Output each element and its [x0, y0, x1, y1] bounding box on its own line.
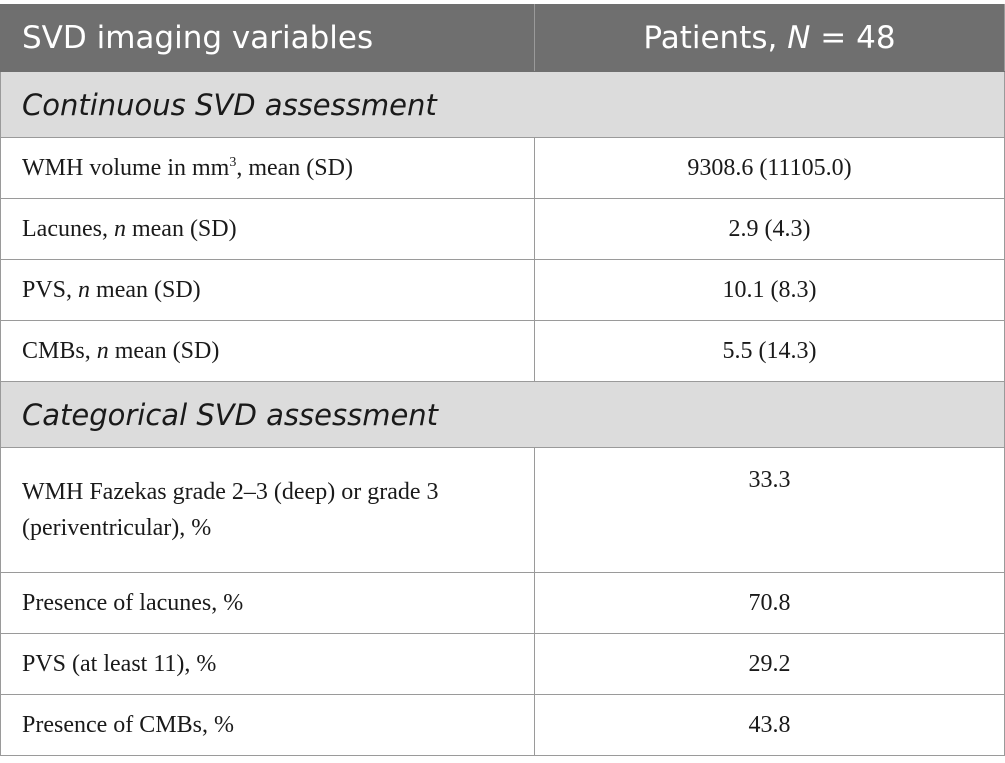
row-label: Presence of lacunes, % — [0, 572, 535, 634]
row-label: PVS, n mean (SD) — [0, 259, 535, 321]
row-value: 70.8 — [534, 572, 1005, 634]
table-row: WMH Fazekas grade 2–3 (deep) or grade 3 … — [0, 447, 1005, 573]
row-label: Presence of CMBs, % — [0, 694, 535, 756]
header-patients: Patients, N = 48 — [534, 4, 1005, 72]
label-part: WMH volume in mm — [22, 155, 230, 181]
table-row: Presence of CMBs, % 43.8 — [0, 694, 1005, 756]
header-variables: SVD imaging variables — [0, 4, 535, 72]
table-row: PVS (at least 11), % 29.2 — [0, 633, 1005, 695]
label-superscript: 3 — [229, 155, 237, 170]
section-title: Continuous SVD assessment — [0, 71, 1005, 138]
table-row: CMBs, n mean (SD) 5.5 (14.3) — [0, 320, 1005, 382]
label-part: , mean (SD) — [236, 155, 353, 181]
row-value: 33.3 — [534, 447, 1005, 573]
row-label: Lacunes, n mean (SD) — [0, 198, 535, 260]
label-italic: n — [96, 338, 109, 364]
row-value: 43.8 — [534, 694, 1005, 756]
svd-imaging-table: SVD imaging variables Patients, N = 48 C… — [0, 4, 1005, 756]
label-part: PVS, — [22, 277, 79, 303]
row-value: 5.5 (14.3) — [534, 320, 1005, 382]
label-part: mean (SD) — [90, 277, 201, 303]
header-patients-prefix: Patients, — [643, 20, 788, 56]
header-patients-n: N — [787, 20, 811, 56]
label-italic: n — [113, 216, 126, 242]
row-label: CMBs, n mean (SD) — [0, 320, 535, 382]
table-row: Lacunes, n mean (SD) 2.9 (4.3) — [0, 198, 1005, 260]
row-value: 10.1 (8.3) — [534, 259, 1005, 321]
table-header-row: SVD imaging variables Patients, N = 48 — [0, 4, 1005, 72]
section-categorical: Categorical SVD assessment — [0, 381, 1005, 448]
row-value: 9308.6 (11105.0) — [534, 137, 1005, 199]
header-patients-suffix: = 48 — [810, 20, 896, 56]
label-part: mean (SD) — [108, 338, 220, 364]
row-label: WMH Fazekas grade 2–3 (deep) or grade 3 … — [0, 447, 535, 573]
section-continuous: Continuous SVD assessment — [0, 71, 1005, 138]
table-row: PVS, n mean (SD) 10.1 (8.3) — [0, 259, 1005, 321]
table-row: WMH volume in mm3, mean (SD) 9308.6 (111… — [0, 137, 1005, 199]
row-value: 29.2 — [534, 633, 1005, 695]
row-label: WMH volume in mm3, mean (SD) — [0, 137, 535, 199]
label-italic: n — [78, 277, 91, 303]
label-part: Lacunes, — [22, 216, 114, 242]
label-part: mean (SD) — [125, 216, 237, 242]
section-title: Categorical SVD assessment — [0, 381, 1005, 448]
row-label: PVS (at least 11), % — [0, 633, 535, 695]
label-part: CMBs, — [22, 338, 97, 364]
row-value: 2.9 (4.3) — [534, 198, 1005, 260]
table-row: Presence of lacunes, % 70.8 — [0, 572, 1005, 634]
